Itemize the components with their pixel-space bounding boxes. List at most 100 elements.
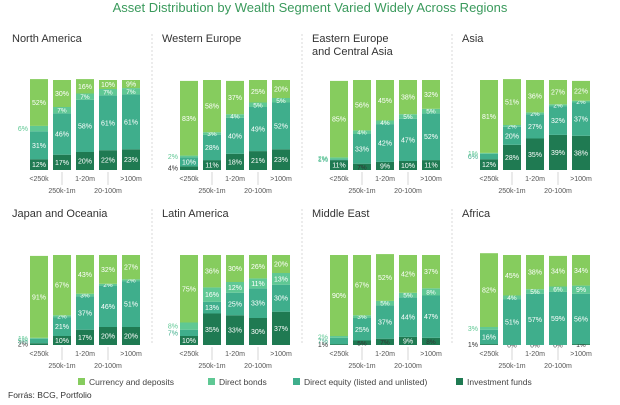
data-label-bonds: 1% <box>18 336 28 343</box>
bar-segment-currency <box>226 255 244 282</box>
legend-item-bonds: Direct bonds <box>208 376 267 388</box>
data-label-bonds: 5% <box>403 114 413 121</box>
bar-segment-bonds <box>549 286 567 292</box>
x-tick-label: 1-20m <box>75 176 95 183</box>
data-label-funds: 30% <box>251 329 265 336</box>
bar-segment-bonds <box>376 120 394 125</box>
data-label-currency: 36% <box>528 94 542 101</box>
bar-segment-currency <box>53 255 71 316</box>
bar-segment-funds <box>376 161 394 170</box>
data-label-bonds: 1% <box>468 151 478 158</box>
bar-segment-funds <box>399 336 417 345</box>
data-label-equity: 40% <box>228 133 242 140</box>
bar-segment-bonds <box>503 295 521 300</box>
legend-item-currency: Currency and deposits <box>78 376 174 388</box>
x-tick-label: <250k <box>179 351 199 358</box>
data-label-funds: 9% <box>380 163 390 170</box>
bar-segment-bonds <box>353 315 371 318</box>
bar-segment-equity <box>549 106 567 135</box>
bar-segment-funds <box>53 154 71 170</box>
data-label-bonds: 2% <box>507 123 517 130</box>
data-label-equity: 33% <box>251 301 265 308</box>
data-label-currency: 9% <box>126 82 136 89</box>
bar-segment-funds <box>353 163 371 170</box>
data-label-funds: 7% <box>380 339 390 346</box>
data-label-equity: 59% <box>551 316 565 323</box>
bar-segment-funds <box>53 336 71 345</box>
panel-title: Africa <box>462 208 491 220</box>
data-label-currency: 20% <box>274 262 288 269</box>
data-label-bonds: 2% <box>530 111 540 118</box>
bar-segment-equity <box>480 153 498 160</box>
bar-segment-funds <box>353 340 371 345</box>
data-label-bonds: 7% <box>126 89 136 96</box>
data-label-funds: 0% <box>530 343 540 350</box>
bar-segment-bonds <box>226 282 244 293</box>
bar-segment-bonds <box>330 157 348 160</box>
bar-segment-currency <box>180 80 198 156</box>
bar-segment-currency <box>549 80 567 105</box>
data-label-currency: 85% <box>332 117 346 124</box>
x-tick-label: >100m <box>270 176 292 183</box>
data-label-funds: 7% <box>357 164 367 171</box>
bar-segment-currency <box>549 255 567 287</box>
bar-segment-equity <box>353 134 371 164</box>
bar-segment-currency <box>503 255 521 296</box>
bar-segment-equity <box>422 113 440 161</box>
data-label-funds: 11% <box>205 163 219 170</box>
data-label-funds: 1% <box>576 342 586 349</box>
bar-segment-currency <box>249 80 267 103</box>
bar-segment-bonds <box>272 98 290 103</box>
bar-segment-funds <box>180 336 198 345</box>
data-label-currency: 25% <box>251 89 265 96</box>
data-label-currency: 56% <box>355 103 369 110</box>
bar-segment-bonds <box>480 327 498 330</box>
data-label-currency: 16% <box>78 84 92 91</box>
x-tick-label: 250k-1m <box>198 188 225 195</box>
data-label-equity: 61% <box>101 120 115 127</box>
data-label-equity: 46% <box>55 132 69 139</box>
data-label-equity: 6% <box>468 154 478 161</box>
data-label-equity: 5% <box>18 338 28 345</box>
bar-segment-equity <box>53 317 71 336</box>
bar-segment-bonds <box>480 152 498 154</box>
panel-title: Latin America <box>162 208 230 220</box>
panel-title: Western Europe <box>162 33 241 45</box>
data-label-funds: 37% <box>274 326 288 333</box>
data-label-equity: 27% <box>528 124 542 131</box>
data-label-bonds: 2% <box>57 314 67 321</box>
x-tick-label: 20-100m <box>94 363 122 370</box>
x-tick-label: 1-20m <box>225 176 245 183</box>
data-label-bonds: 8% <box>168 324 178 331</box>
data-label-funds: 35% <box>205 327 219 334</box>
bar-segment-bonds <box>399 114 417 119</box>
data-label-bonds: 7% <box>57 108 67 115</box>
data-label-bonds: 3% <box>468 326 478 333</box>
data-label-equity: 31% <box>32 143 46 150</box>
legend-swatch-funds <box>456 378 463 386</box>
legend-item-equity: Direct equity (listed and unlisted) <box>293 376 427 388</box>
chart-title: Asset Distribution by Wealth Segment Var… <box>112 0 508 15</box>
bar-segment-funds <box>203 313 221 345</box>
data-label-currency: 52% <box>378 275 392 282</box>
data-label-currency: 45% <box>505 273 519 280</box>
data-label-bonds: 4% <box>230 114 240 121</box>
bar-segment-bonds <box>180 322 198 330</box>
data-label-currency: 34% <box>551 269 565 276</box>
data-label-equity: 61% <box>124 119 138 126</box>
data-label-funds: 39% <box>551 150 565 157</box>
data-label-funds: 2% <box>18 342 28 349</box>
bar-segment-currency <box>180 255 198 323</box>
data-label-funds: 20% <box>124 334 138 341</box>
bar-segment-bonds <box>99 283 117 286</box>
data-label-funds: 20% <box>101 334 115 341</box>
data-label-bonds: 2% <box>168 154 178 161</box>
bar-segment-equity <box>526 293 544 345</box>
data-label-currency: 32% <box>424 92 438 99</box>
bar-segment-bonds <box>226 114 244 118</box>
data-label-funds: 22% <box>101 158 115 165</box>
x-tick-label: 1-20m <box>375 176 395 183</box>
bar-segment-equity <box>180 157 198 167</box>
bar-segment-equity <box>76 296 94 330</box>
legend-label-currency: Currency and deposits <box>89 377 175 387</box>
